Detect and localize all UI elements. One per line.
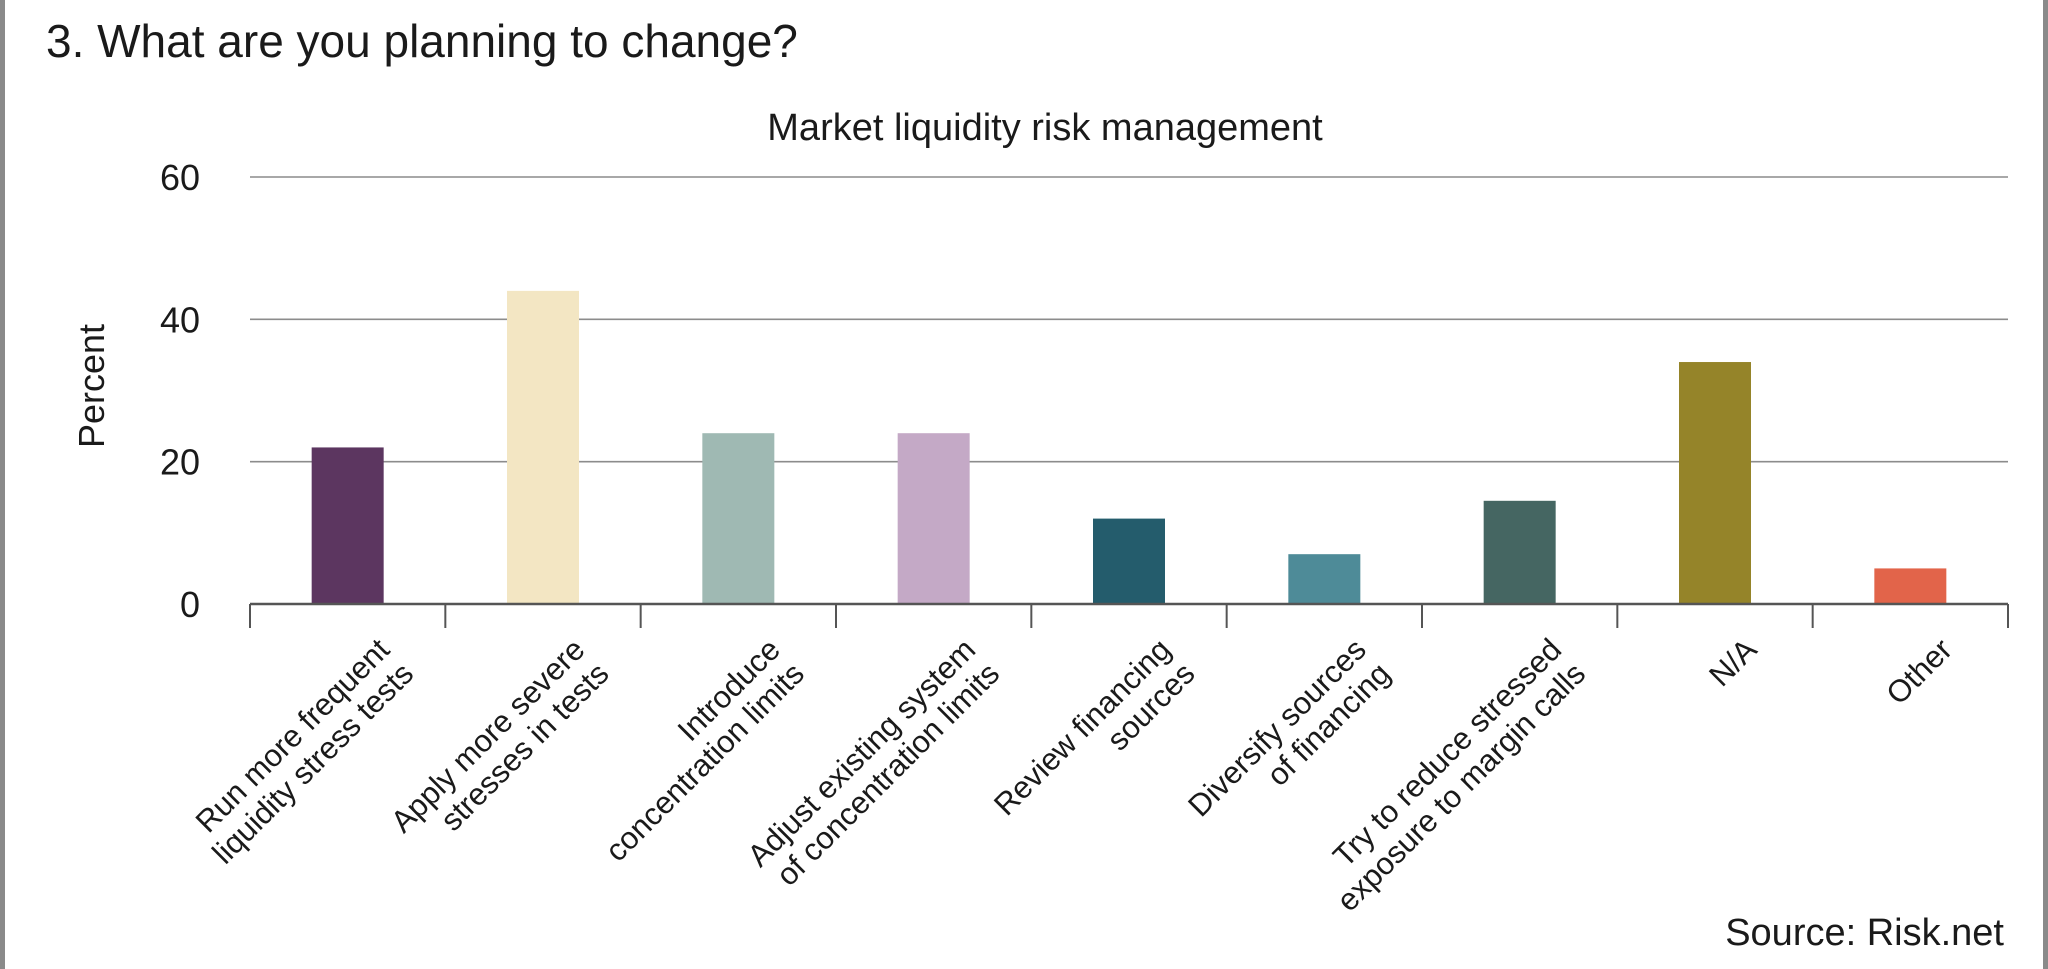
bar-4: [1093, 518, 1165, 604]
x-tick-label-7: N/A: [1702, 632, 1764, 694]
bar-2: [702, 433, 775, 604]
question-heading: 3. What are you planning to change?: [46, 15, 798, 67]
bar-0: [311, 447, 384, 604]
y-tick-labels: 0 20 40 60: [160, 157, 200, 625]
bar-3: [897, 433, 970, 604]
y-tick-label-60: 60: [160, 157, 200, 198]
x-tick-label-1: Apply more severestresses in tests: [384, 632, 616, 864]
y-tick-label-20: 20: [160, 442, 200, 483]
x-tick-label-4: Review financingsources: [987, 632, 1202, 847]
x-tick-labels: Run more frequentliquidity stress testsA…: [181, 631, 1959, 918]
y-axis-label: Percent: [71, 324, 112, 448]
bar-6: [1483, 500, 1556, 604]
bar-7: [1679, 362, 1751, 604]
x-tick-label-0: Run more frequentliquidity stress tests: [181, 631, 420, 870]
bar-8: [1874, 568, 1947, 604]
x-tick-label-8: Other: [1879, 632, 1959, 712]
y-tick-label-0: 0: [180, 584, 200, 625]
x-axis: [249, 602, 2009, 628]
bar-1: [507, 290, 579, 604]
y-tick-label-40: 40: [160, 299, 200, 340]
bars: [311, 290, 1947, 604]
chart-title: Market liquidity risk management: [767, 107, 1323, 149]
bar-5: [1288, 554, 1361, 604]
source-note: Source: Risk.net: [1725, 912, 2004, 954]
